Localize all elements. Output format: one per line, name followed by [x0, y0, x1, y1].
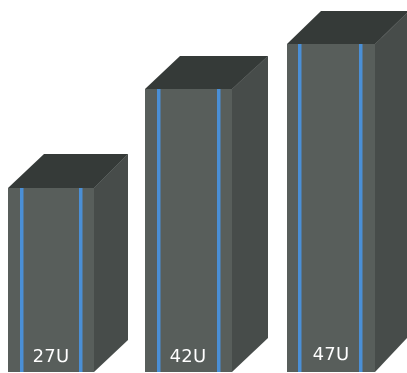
rack-27u-rail-left — [20, 188, 24, 372]
rack-42u — [145, 56, 268, 372]
rack-47u-label: 47U — [312, 344, 350, 365]
rack-47u-top — [287, 11, 407, 44]
rack-42u-top — [145, 56, 268, 89]
rack-47u-rail-right — [359, 44, 363, 372]
rack-27u-rail-right — [79, 188, 83, 372]
rack-42u-label: 42U — [169, 346, 207, 367]
rack-47u-rail-left — [298, 44, 302, 372]
rack-27u-side — [94, 154, 128, 372]
rack-42u-side — [232, 56, 268, 372]
rack-42u-rail-right — [217, 89, 221, 372]
rack-47u-side — [375, 13, 407, 372]
rack-27u-label: 27U — [32, 346, 70, 367]
rack-27u-top — [8, 154, 128, 188]
rack-42u-rail-left — [157, 89, 161, 372]
rack-47u — [287, 11, 407, 372]
rack-27u — [8, 154, 128, 372]
